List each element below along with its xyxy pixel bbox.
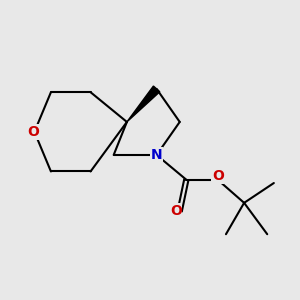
Text: O: O [27,125,39,139]
Text: O: O [170,204,182,218]
Text: N: N [151,148,162,162]
Text: O: O [212,169,224,183]
Polygon shape [127,86,160,122]
